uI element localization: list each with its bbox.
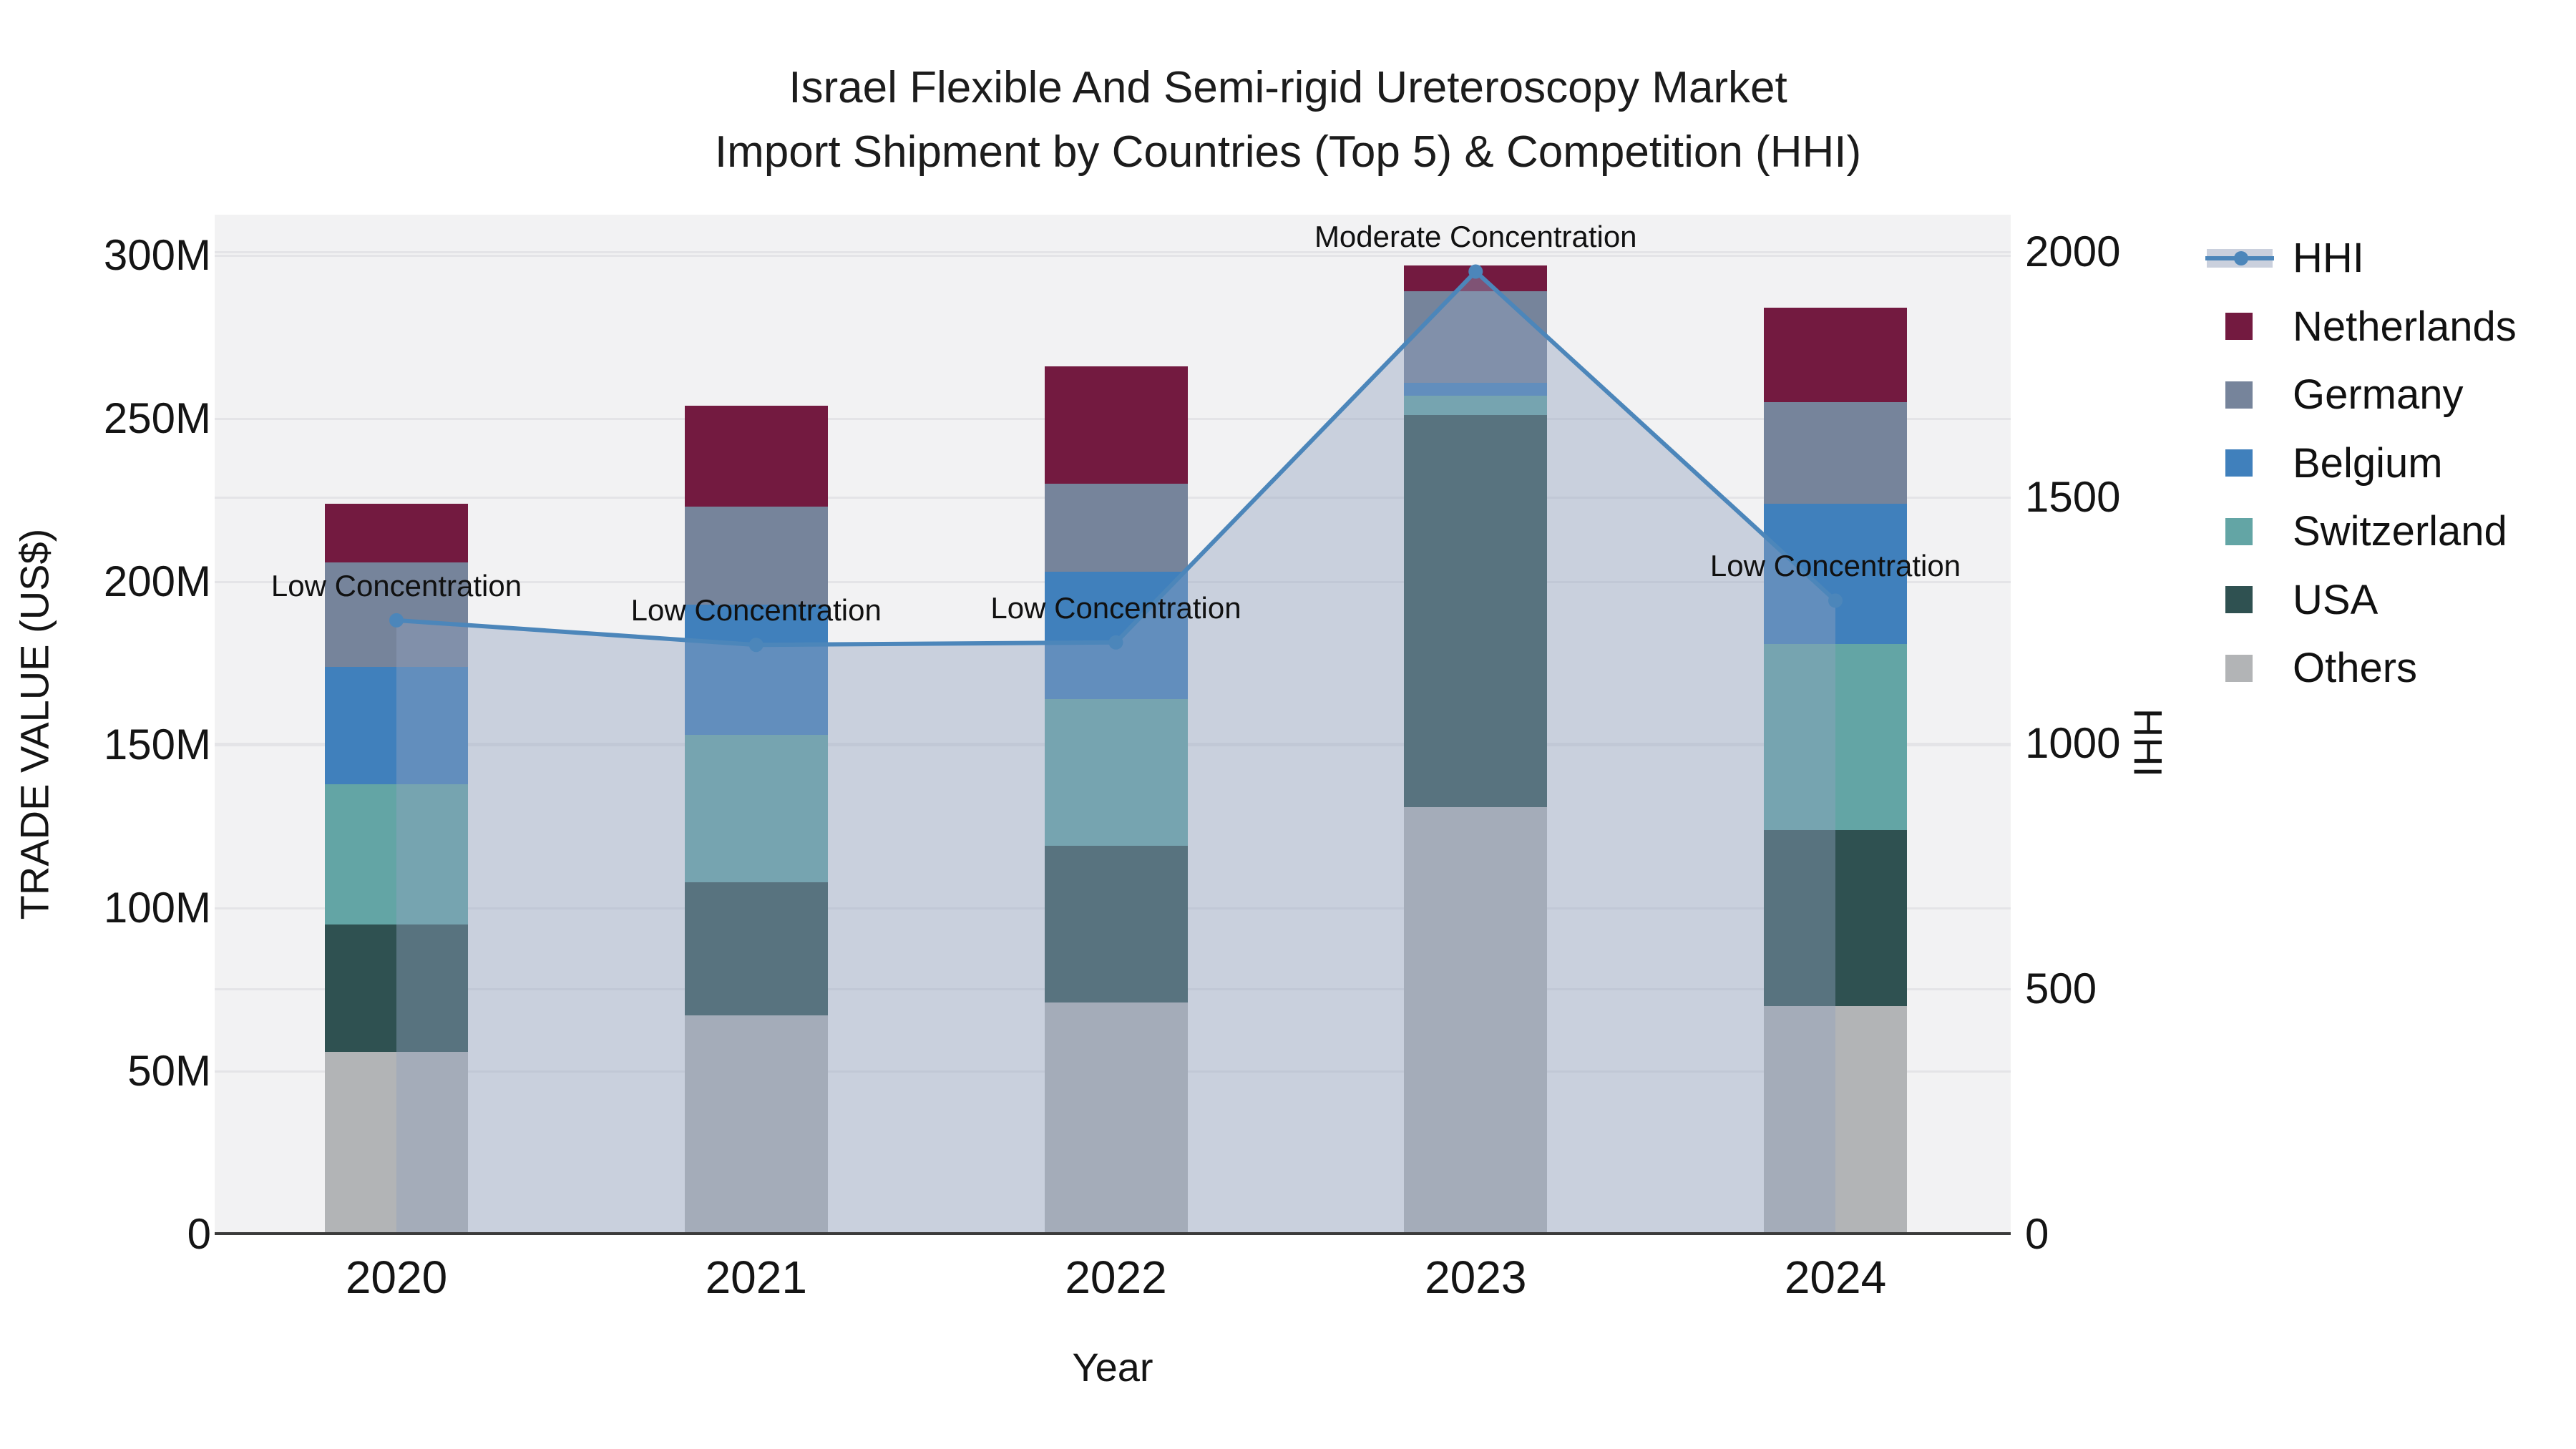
legend-label: HHI [2293, 235, 2364, 282]
x-axis-line [215, 1232, 2011, 1235]
y-axis-tick-label: 250M [103, 394, 211, 442]
legend-sample [2207, 654, 2287, 683]
x-axis-tick-label: 2022 [1065, 1252, 1167, 1303]
hhi-marker[interactable] [1828, 593, 1843, 608]
bar-segment-netherlands[interactable] [1044, 366, 1188, 484]
bar-segment-usa[interactable] [325, 924, 468, 1052]
bar-segment-switzerland[interactable] [684, 735, 828, 882]
bar-segment-germany[interactable] [1764, 402, 1907, 504]
y-axis-tick-label: 150M [103, 721, 211, 769]
legend-label: Germany [2293, 371, 2464, 419]
bar-segment-netherlands[interactable] [684, 405, 828, 507]
bar-segment-switzerland[interactable] [1764, 643, 1907, 830]
legend-item-switzerland[interactable]: Switzerland [2207, 497, 2517, 566]
bar-segment-others[interactable] [684, 1015, 828, 1234]
x-axis-tick-label: 2021 [705, 1252, 807, 1303]
legend-sample [2207, 585, 2287, 614]
legend-swatch-icon [2225, 586, 2253, 614]
legend-sample [2207, 517, 2287, 546]
bar-segment-switzerland[interactable] [1044, 699, 1188, 847]
legend-item-hhi[interactable]: HHI [2205, 224, 2517, 293]
plot-area [215, 215, 2011, 1234]
annotation-2024: Low Concentration [1709, 549, 1961, 583]
legend-item-belgium[interactable]: Belgium [2207, 429, 2517, 498]
bar-segment-netherlands[interactable] [1764, 307, 1907, 403]
bar-segment-others[interactable] [1044, 1002, 1188, 1234]
y-axis-tick-label: 100M [103, 884, 211, 932]
hhi-marker[interactable] [748, 638, 763, 653]
legend-label: Others [2293, 645, 2418, 692]
y2-axis-tick-label: 2000 [2025, 228, 2121, 275]
legend-sample [2207, 381, 2287, 409]
hhi-legend-marker-icon [2234, 250, 2248, 265]
grid-line-hhi [215, 251, 2011, 253]
legend-sample [2207, 449, 2287, 477]
bar-segment-germany[interactable] [1404, 291, 1548, 383]
grid-line-trade-value [215, 255, 2011, 257]
x-axis-tick-label: 2023 [1425, 1252, 1527, 1303]
legend-swatch-icon [2225, 313, 2253, 341]
bar-segment-germany[interactable] [684, 507, 828, 605]
annotation-2020: Low Concentration [270, 568, 522, 602]
legend-sample [2205, 244, 2287, 273]
y-axis-tick-label: 200M [103, 557, 211, 605]
bar-segment-germany[interactable] [1044, 484, 1188, 572]
bar-segment-belgium[interactable] [1764, 503, 1907, 644]
y-axis-tick-label: 0 [187, 1210, 211, 1258]
x-axis-title: Year [1072, 1345, 1153, 1390]
hhi-marker[interactable] [1108, 635, 1123, 650]
hhi-overlay [389, 264, 1843, 1234]
annotation-2023: Moderate Concentration [1314, 220, 1637, 254]
legend-swatch-icon [2225, 517, 2253, 545]
legend-label: Netherlands [2293, 303, 2517, 350]
legend-item-others[interactable]: Others [2207, 634, 2517, 703]
legend-item-germany[interactable]: Germany [2207, 361, 2517, 429]
legend-label: USA [2293, 576, 2379, 623]
y2-axis-tick-label: 1000 [2025, 718, 2121, 767]
x-axis-tick-label: 2024 [1784, 1252, 1887, 1303]
y2-axis-tick-label: 0 [2025, 1210, 2049, 1258]
bar-segment-others[interactable] [1404, 806, 1548, 1234]
hhi-marker[interactable] [389, 613, 404, 628]
legend-label: Belgium [2293, 439, 2443, 487]
legend-item-netherlands[interactable]: Netherlands [2207, 293, 2517, 361]
bar-segment-usa[interactable] [684, 882, 828, 1016]
bar-segment-belgium[interactable] [325, 666, 468, 784]
hhi-area [396, 271, 1835, 1234]
legend-item-usa[interactable]: USA [2207, 566, 2517, 635]
legend-swatch-icon [2225, 381, 2253, 409]
hhi-marker[interactable] [1468, 264, 1483, 279]
y2-axis-tick-label: 1500 [2025, 473, 2121, 522]
chart-title-line1: Israel Flexible And Semi-rigid Ureterosc… [789, 63, 1787, 112]
bar-segment-switzerland[interactable] [325, 784, 468, 924]
legend-swatch-icon [2225, 654, 2253, 682]
bar-segment-belgium[interactable] [1404, 382, 1548, 396]
legend-swatch-icon [2225, 449, 2253, 477]
y2-axis-tick-label: 500 [2025, 964, 2097, 1013]
bar-segment-usa[interactable] [1404, 415, 1548, 807]
bar-segment-switzerland[interactable] [1404, 396, 1548, 416]
y-axis-tick-label: 50M [127, 1047, 211, 1095]
chart-title: Israel Flexible And Semi-rigid Ureterosc… [0, 56, 2576, 185]
bar-segment-belgium[interactable] [684, 604, 828, 736]
bar-segment-usa[interactable] [1044, 846, 1188, 1003]
bar-segment-netherlands[interactable] [325, 503, 468, 562]
legend-sample [2207, 312, 2287, 341]
y-axis-tick-label: 300M [103, 231, 211, 279]
bar-segment-others[interactable] [325, 1051, 468, 1234]
bar-segment-others[interactable] [1764, 1005, 1907, 1234]
legend: HHI Netherlands Germany Belgium Switzerland U… [2205, 224, 2517, 703]
annotation-2022: Low Concentration [990, 590, 1241, 625]
bar-segment-usa[interactable] [1764, 829, 1907, 1006]
annotation-2021: Low Concentration [630, 593, 882, 628]
legend-label: Switzerland [2293, 508, 2507, 555]
chart-title-line2: Import Shipment by Countries (Top 5) & C… [714, 127, 1862, 177]
x-axis-tick-label: 2020 [345, 1252, 448, 1303]
